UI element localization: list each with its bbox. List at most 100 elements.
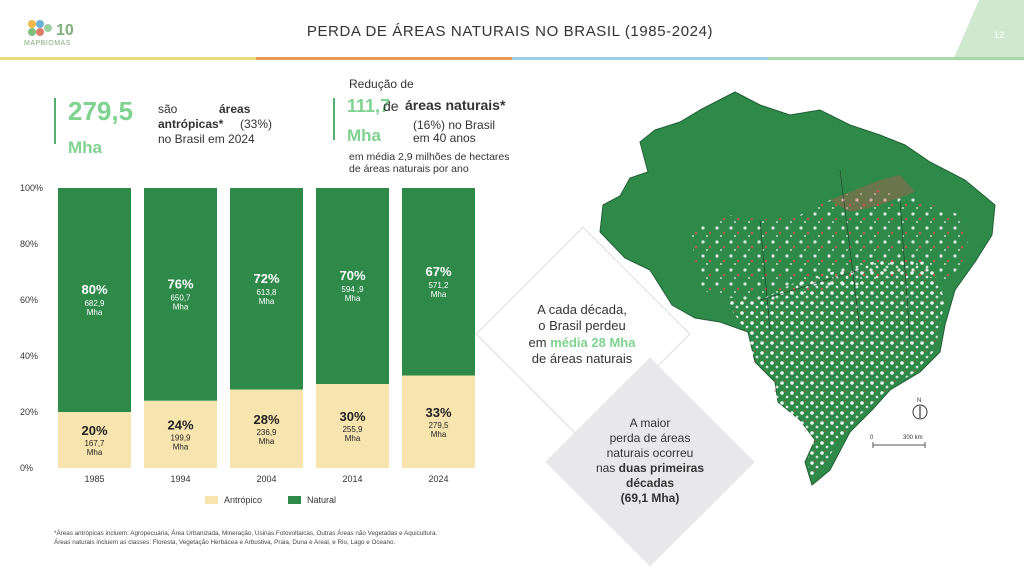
scale-label-0: 0	[870, 435, 874, 441]
antropico-unit-label-2004: Mha	[259, 437, 275, 446]
natural-pct-label-1994: 76%	[167, 276, 193, 291]
natural-unit-label-2024: Mha	[431, 290, 447, 299]
bar-natural-2024	[402, 188, 475, 376]
diamond1-line2: o Brasil perdeu	[538, 318, 626, 334]
page-title: PERDA DE ÁREAS NATURAIS NO BRASIL (1985-…	[306, 23, 714, 40]
stat2-line1-pre: de	[383, 98, 399, 114]
diamond1-line3-pre: em	[528, 334, 547, 350]
diamond-largest-loss-text: A maior perda de áreas naturais ocorreu …	[575, 416, 725, 506]
stat1-line1-bold: áreas	[219, 102, 251, 116]
antropico-mha-label-1994: 199,9	[170, 433, 191, 442]
page-number: 12	[993, 30, 1004, 40]
diamond-decade-text: A cada década, o Brasil perdeu em média …	[492, 302, 672, 367]
natural-mha-label-1985: 682,9	[84, 299, 105, 308]
natural-unit-label-1985: Mha	[87, 308, 103, 317]
diamond2-line5: décadas	[625, 476, 675, 490]
header-strip-blue	[512, 57, 768, 60]
footnote-line2: Áreas naturais incluem as classes: Flore…	[54, 538, 396, 546]
antropico-unit-label-1994: Mha	[173, 442, 189, 451]
legend-antropico-swatch	[205, 496, 218, 504]
stat1-bracket	[54, 98, 56, 144]
y-tick-label: 100%	[20, 183, 43, 193]
bar-antropico-2004	[230, 389, 303, 468]
diamond2-line4-pre: nas	[595, 461, 616, 475]
legend-natural-swatch	[288, 496, 301, 504]
stat2-intro: Redução de	[349, 77, 414, 91]
stat1-line2-bold: antrópicas*	[158, 117, 224, 131]
natural-mha-label-2024: 571,2	[428, 281, 449, 290]
stat2-line2: (16%) no Brasil	[413, 118, 496, 132]
natural-pct-label-2004: 72%	[253, 271, 279, 286]
stat1-line3: no Brasil em 2024	[158, 132, 255, 146]
x-tick-label-2004: 2004	[256, 474, 276, 484]
antropico-mha-label-2014: 255,9	[342, 425, 363, 434]
brazil-shape	[599, 91, 996, 486]
antropico-unit-label-1985: Mha	[87, 448, 103, 457]
antropico-mha-label-1985: 167,7	[84, 439, 105, 448]
diamond1-line3-bold: média 28 Mha	[550, 334, 636, 350]
bar-natural-2004	[230, 188, 303, 390]
logo-text: MAPBIOMAS	[24, 40, 71, 47]
natural-mha-label-2014: 594 ,9	[341, 285, 364, 294]
x-tick-label-2024: 2024	[428, 474, 448, 484]
legend-natural: Natural	[288, 495, 336, 505]
antropico-pct-label-1985: 20%	[81, 423, 107, 438]
brazil-land-cover-map: N 0 300 km	[599, 91, 996, 486]
natural-unit-label-2014: Mha	[345, 294, 361, 303]
stat2-line1-bold: áreas naturais*	[405, 97, 506, 113]
diamond2-line3: naturais ocorreu	[606, 446, 694, 460]
mapbiomas-logo: 10	[24, 14, 94, 54]
stat1-value: 279,5	[68, 96, 134, 126]
natural-mha-label-2004: 613,8	[256, 288, 277, 297]
stat1-unit: Mha	[68, 138, 102, 157]
x-tick-label-1985: 1985	[84, 474, 104, 484]
legend-natural-label: Natural	[307, 495, 337, 505]
bar-antropico-2014	[316, 384, 389, 468]
natural-pct-label-2024: 67%	[425, 264, 451, 279]
antropico-pct-label-2004: 28%	[253, 412, 279, 427]
y-tick-label: 40%	[20, 351, 38, 361]
logo-badge: 10	[56, 22, 74, 39]
logo-mark-icon	[28, 20, 52, 36]
y-tick-label: 0%	[20, 463, 33, 473]
header-strip-green	[768, 57, 1024, 60]
diamond2-line6: (69,1 Mha)	[620, 491, 680, 505]
stacked-bar-chart: 0%20%40%60%80%100% 80%682,9Mha20%167,7Mh…	[20, 183, 475, 484]
antropico-pct-label-1994: 24%	[167, 417, 193, 432]
bar-antropico-2024	[402, 375, 475, 468]
header-strip-yellow	[0, 57, 256, 60]
bars: 80%682,9Mha20%167,7Mha76%650,7Mha24%199,…	[58, 188, 475, 468]
natural-pct-label-2014: 70%	[339, 268, 365, 283]
stat2-unit: Mha	[347, 126, 381, 145]
antropico-mha-label-2004: 236,9	[256, 428, 277, 437]
y-axis: 0% 20% 40% 60% 80% 100%	[20, 183, 43, 473]
stat2-sub1: em média 2,9 milhões de hectares	[349, 151, 510, 163]
footnote-line1: *Áreas antrópicas incluem: Agropecuária,…	[54, 530, 438, 537]
diamond1-line1: A cada década,	[537, 302, 627, 317]
header-strip-orange	[256, 57, 512, 60]
antropico-mha-label-2024: 279,5	[428, 421, 449, 430]
legend-antropico: Antrópico	[205, 495, 262, 505]
footnote: *Áreas antrópicas incluem: Agropecuária,…	[54, 530, 437, 548]
y-tick-label: 80%	[20, 239, 38, 249]
antropico-unit-label-2024: Mha	[431, 430, 447, 439]
x-tick-label-2014: 2014	[342, 474, 362, 484]
natural-unit-label-1994: Mha	[173, 302, 189, 311]
x-tick-label-1994: 1994	[170, 474, 190, 484]
diamond2-line4-bold: duas primeiras	[618, 461, 705, 475]
north-label: N	[917, 398, 921, 404]
antropico-pct-label-2014: 30%	[339, 409, 365, 424]
page-corner	[954, 0, 1024, 58]
natural-pct-label-1985: 80%	[81, 282, 107, 297]
scale-label-300: 300 km	[903, 435, 923, 441]
bar-natural-1994	[144, 188, 217, 401]
y-tick-label: 20%	[20, 407, 38, 417]
stat2-value: 111,7	[347, 96, 391, 116]
diamond1-line4: de áreas naturais	[531, 350, 633, 366]
x-axis: 1985 1994 2004 2014 2024	[84, 474, 448, 484]
diamond2-line2: perda de áreas	[609, 431, 691, 445]
scale-bar: 0 300 km	[870, 435, 926, 448]
bar-antropico-1985	[58, 412, 131, 468]
bar-antropico-1994	[144, 400, 217, 468]
antropico-unit-label-2014: Mha	[345, 434, 361, 443]
